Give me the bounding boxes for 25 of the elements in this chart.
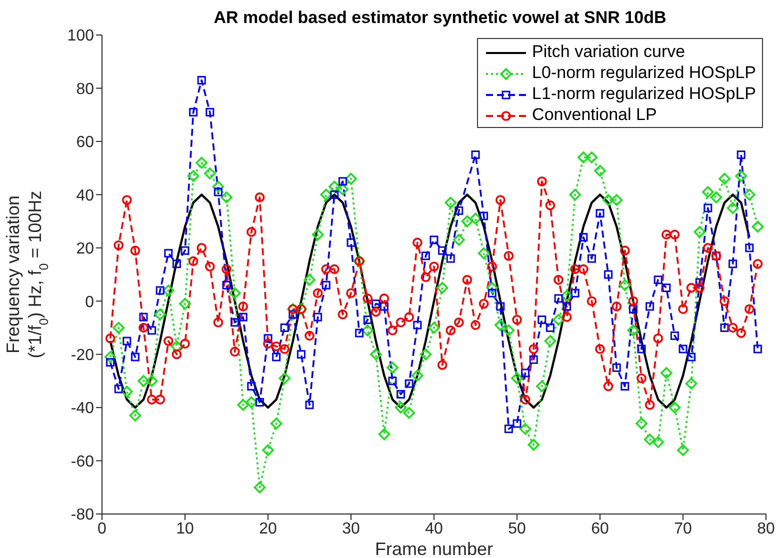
x-tick-label: 10 (176, 520, 194, 538)
chart-title: AR model based estimator synthetic vowel at SNR 10dB (212, 8, 668, 28)
x-tick-label: 30 (342, 520, 360, 538)
x-tick-label: 20 (259, 520, 277, 538)
y-tick-label: 80 (76, 80, 94, 98)
y-tick-label: 40 (76, 187, 94, 204)
x-tick-label: 0 (98, 520, 107, 538)
y-tick-label: -20 (70, 347, 94, 364)
y-tick-label: 100 (67, 28, 94, 45)
legend-label: L0-norm regularized HOSpLP (532, 63, 756, 82)
x-tick-label: 60 (591, 520, 609, 538)
y-tick-label: 0 (85, 294, 94, 311)
legend-label: Pitch variation curve (532, 42, 686, 61)
x-axis-title: Frame number (374, 539, 494, 558)
y-tick-label: 60 (76, 134, 94, 152)
x-tick-label: 80 (757, 520, 775, 538)
x-tick-label: 50 (508, 520, 526, 538)
y-tick-label: -80 (70, 506, 94, 524)
y-tick-label: -60 (70, 453, 94, 470)
legend-label: Conventional LP (532, 105, 657, 124)
y-tick-label: 20 (76, 240, 94, 258)
y-tick-label: -40 (70, 400, 94, 418)
legend-label: L1-norm regularized HOSpLP (532, 84, 756, 103)
x-tick-label: 70 (674, 520, 692, 538)
x-tick-label: 40 (425, 520, 443, 538)
